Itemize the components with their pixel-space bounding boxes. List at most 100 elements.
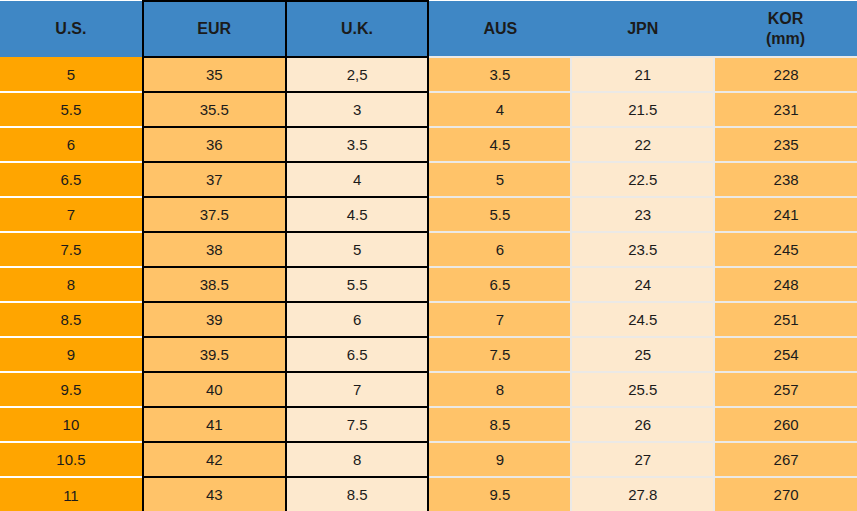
cell-jpn: 24.5: [571, 302, 714, 337]
cell-eur: 43: [143, 477, 286, 511]
table-row: 838.55.56.524248: [0, 267, 857, 302]
cell-aus: 6.5: [428, 267, 571, 302]
cell-eur: 38: [143, 232, 286, 267]
cell-kor: 270: [714, 477, 857, 511]
cell-us: 11: [0, 477, 143, 511]
cell-us: 6.5: [0, 162, 143, 197]
cell-kor: 245: [714, 232, 857, 267]
cell-aus: 8: [428, 372, 571, 407]
cell-aus: 4: [428, 92, 571, 127]
cell-jpn: 22.5: [571, 162, 714, 197]
cell-uk: 3.5: [286, 127, 429, 162]
cell-uk: 8: [286, 442, 429, 477]
cell-us: 5.5: [0, 92, 143, 127]
header-row: U.S. EUR U.K. AUS JPN KOR (mm): [0, 1, 857, 57]
header-eur: EUR: [143, 1, 286, 57]
header-kor: KOR (mm): [714, 1, 857, 57]
cell-kor: 228: [714, 57, 857, 92]
table-row: 7.5385623.5245: [0, 232, 857, 267]
cell-us: 8.5: [0, 302, 143, 337]
cell-aus: 7.5: [428, 337, 571, 372]
cell-uk: 8.5: [286, 477, 429, 511]
table-body: 5352,53.5212285.535.53421.52316363.54.52…: [0, 57, 857, 511]
cell-eur: 36: [143, 127, 286, 162]
cell-jpn: 21: [571, 57, 714, 92]
table-row: 6363.54.522235: [0, 127, 857, 162]
cell-aus: 5.5: [428, 197, 571, 232]
cell-uk: 3: [286, 92, 429, 127]
cell-us: 8: [0, 267, 143, 302]
cell-eur: 35: [143, 57, 286, 92]
cell-kor: 254: [714, 337, 857, 372]
cell-us: 9: [0, 337, 143, 372]
cell-eur: 42: [143, 442, 286, 477]
table-row: 6.5374522.5238: [0, 162, 857, 197]
cell-jpn: 27: [571, 442, 714, 477]
cell-kor: 251: [714, 302, 857, 337]
header-uk: U.K.: [286, 1, 429, 57]
cell-jpn: 25: [571, 337, 714, 372]
cell-aus: 7: [428, 302, 571, 337]
cell-uk: 2,5: [286, 57, 429, 92]
cell-aus: 8.5: [428, 407, 571, 442]
table-row: 9.5407825.5257: [0, 372, 857, 407]
cell-eur: 37: [143, 162, 286, 197]
cell-kor: 267: [714, 442, 857, 477]
cell-us: 7.5: [0, 232, 143, 267]
cell-jpn: 21.5: [571, 92, 714, 127]
cell-eur: 38.5: [143, 267, 286, 302]
cell-eur: 40: [143, 372, 286, 407]
cell-uk: 5.5: [286, 267, 429, 302]
cell-kor: 238: [714, 162, 857, 197]
cell-uk: 5: [286, 232, 429, 267]
cell-jpn: 27.8: [571, 477, 714, 511]
cell-eur: 39.5: [143, 337, 286, 372]
cell-us: 5: [0, 57, 143, 92]
cell-kor: 231: [714, 92, 857, 127]
cell-eur: 35.5: [143, 92, 286, 127]
cell-kor: 257: [714, 372, 857, 407]
cell-aus: 6: [428, 232, 571, 267]
cell-eur: 37.5: [143, 197, 286, 232]
cell-uk: 6.5: [286, 337, 429, 372]
cell-kor: 260: [714, 407, 857, 442]
table-header: U.S. EUR U.K. AUS JPN KOR (mm): [0, 1, 857, 57]
cell-us: 10.5: [0, 442, 143, 477]
table-row: 939.56.57.525254: [0, 337, 857, 372]
cell-aus: 5: [428, 162, 571, 197]
cell-aus: 4.5: [428, 127, 571, 162]
cell-uk: 6: [286, 302, 429, 337]
table-row: 8.5396724.5251: [0, 302, 857, 337]
cell-uk: 4: [286, 162, 429, 197]
cell-aus: 9: [428, 442, 571, 477]
cell-aus: 3.5: [428, 57, 571, 92]
cell-us: 10: [0, 407, 143, 442]
cell-us: 6: [0, 127, 143, 162]
cell-uk: 7.5: [286, 407, 429, 442]
header-aus: AUS: [428, 1, 571, 57]
cell-jpn: 24: [571, 267, 714, 302]
cell-kor: 248: [714, 267, 857, 302]
table-row: 11438.59.527.8270: [0, 477, 857, 511]
cell-jpn: 26: [571, 407, 714, 442]
cell-uk: 7: [286, 372, 429, 407]
cell-jpn: 23: [571, 197, 714, 232]
cell-jpn: 23.5: [571, 232, 714, 267]
cell-aus: 9.5: [428, 477, 571, 511]
cell-jpn: 25.5: [571, 372, 714, 407]
cell-us: 7: [0, 197, 143, 232]
cell-uk: 4.5: [286, 197, 429, 232]
table-row: 5352,53.521228: [0, 57, 857, 92]
table-row: 5.535.53421.5231: [0, 92, 857, 127]
cell-us: 9.5: [0, 372, 143, 407]
table-row: 10417.58.526260: [0, 407, 857, 442]
header-jpn: JPN: [571, 1, 714, 57]
cell-jpn: 22: [571, 127, 714, 162]
cell-kor: 241: [714, 197, 857, 232]
table-row: 10.5428927267: [0, 442, 857, 477]
shoe-size-conversion-table: U.S. EUR U.K. AUS JPN KOR (mm) 5352,53.5…: [0, 0, 857, 511]
cell-eur: 41: [143, 407, 286, 442]
table-row: 737.54.55.523241: [0, 197, 857, 232]
cell-eur: 39: [143, 302, 286, 337]
header-us: U.S.: [0, 1, 143, 57]
